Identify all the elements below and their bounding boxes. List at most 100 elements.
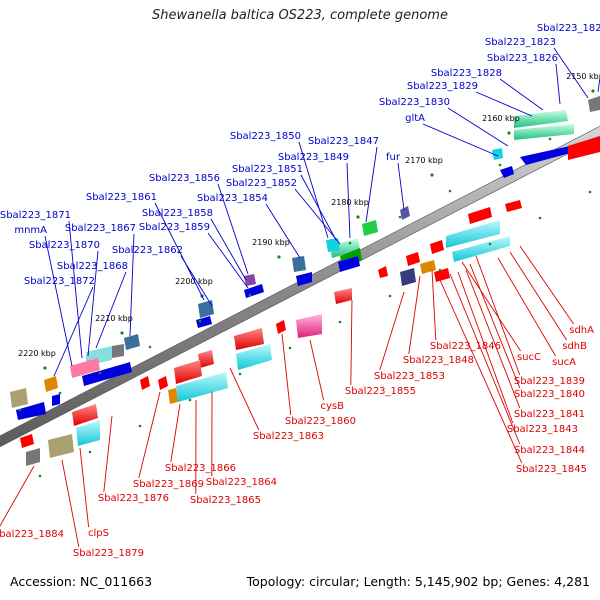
leader-line (129, 233, 135, 337)
leader-line (555, 63, 561, 105)
gene-label[interactable]: Sbal223_1862 (112, 245, 183, 256)
bottom-leader-lines (0, 245, 574, 548)
leader-line (439, 279, 523, 464)
gene-label[interactable]: Sbal223_1872 (24, 276, 95, 287)
gene-label[interactable]: Sbal223_1868 (57, 261, 128, 272)
gene-label[interactable]: Sbal223_1845 (516, 464, 587, 475)
leader-line (350, 299, 353, 386)
gene-label[interactable]: Sbal223_1840 (514, 389, 585, 400)
gene-label[interactable]: Sbal223_1847 (308, 136, 379, 147)
genome-backbone (0, 125, 600, 448)
gene-label[interactable]: Sbal223_1852 (226, 178, 297, 189)
genome-info-text: Topology: circular; Length: 5,145,902 bp… (246, 574, 590, 589)
gene-label[interactable]: Sbal223_1846 (430, 341, 501, 352)
scale-tick (591, 89, 595, 93)
gene-label[interactable]: Sbal223_1854 (197, 193, 268, 204)
gene-label[interactable]: Sbal223_1867 (65, 223, 136, 234)
leader-line (553, 47, 589, 99)
leader-line (154, 202, 205, 301)
leader-line (475, 255, 521, 376)
gene-label[interactable]: Sbal223_1860 (285, 416, 356, 427)
leader-line (87, 250, 99, 357)
accession-text: Accession: NC_011663 (10, 574, 153, 589)
gene-label[interactable]: Sbal223_1861 (86, 192, 157, 203)
gene-label[interactable]: Sbal223_1826 (487, 53, 558, 64)
gene-label[interactable]: Sbal223_1869 (133, 479, 204, 490)
leader-line (461, 261, 521, 352)
scale-tick (277, 255, 281, 259)
gene-label[interactable]: Sbal223_1864 (206, 477, 277, 488)
scale-label: 2180 kbp (331, 198, 369, 207)
gene-label[interactable]: Sbal223_1865 (190, 495, 261, 506)
leader-line (365, 146, 378, 223)
gene-label[interactable]: Sbal223_1830 (379, 97, 450, 108)
track-ticks (18, 137, 592, 478)
scale-tick (43, 366, 47, 370)
leader-line (210, 218, 247, 281)
gene-label[interactable]: Sbal223_1829 (407, 81, 478, 92)
gene-label[interactable]: Sbal223_1870 (29, 240, 100, 251)
gene-label[interactable]: Sbal223_1879 (73, 548, 144, 559)
gene-label[interactable]: Sbal223_1844 (514, 445, 585, 456)
gene-label[interactable]: Sbal223_1856 (149, 173, 220, 184)
leader-line (61, 459, 80, 548)
leader-line (422, 123, 499, 157)
leader-line (449, 273, 521, 445)
gene-label[interactable]: Sbal223_1822 (537, 23, 600, 34)
leader-line (519, 245, 574, 325)
leader-line (447, 107, 509, 147)
gene-label[interactable]: Sbal223_1871 (0, 210, 71, 221)
scale-label: 2210 kbp (95, 314, 133, 323)
gene-label[interactable]: Sbal223_1841 (514, 409, 585, 420)
leader-line (346, 162, 351, 239)
leader-line (300, 174, 337, 241)
gene-label[interactable]: gltA (405, 113, 425, 124)
leader-line (229, 367, 260, 431)
gene-label[interactable]: Sbal223_1866 (165, 463, 236, 474)
leader-line (408, 275, 421, 355)
leader-line (103, 415, 113, 493)
gene-label[interactable]: Sbal223_1843 (507, 424, 578, 435)
gene-label[interactable]: sdhA (569, 325, 594, 336)
gene-label[interactable]: Sbal223_1855 (345, 386, 416, 397)
scale-label: 2150 kbp (566, 72, 600, 81)
gene-label[interactable]: sucA (552, 357, 576, 368)
gene-label[interactable]: Sbal223_1839 (514, 376, 585, 387)
scale-tick (120, 331, 124, 335)
gene-label[interactable]: Sbal223_1858 (142, 208, 213, 219)
leader-line (0, 465, 35, 527)
scale-label: 2190 kbp (252, 238, 290, 247)
gene-label[interactable]: fur (386, 152, 401, 163)
gene-label[interactable]: Sbal223_1876 (98, 493, 169, 504)
leader-line (431, 269, 437, 341)
bottom-gene-labels: sdhA sdhB sucA sucC Sbal223_1839 Sbal223_1840… (0, 325, 594, 559)
leader-line (509, 251, 567, 341)
gene-label[interactable]: Sbal223_1849 (278, 152, 349, 163)
gene-label[interactable]: sdhB (562, 341, 587, 352)
gene-label[interactable]: Sbal223_1853 (374, 371, 445, 382)
scale-tick (356, 215, 360, 219)
leader-line (44, 235, 73, 367)
gene-label[interactable]: Sbal223_1884 (0, 529, 64, 540)
scale-labels: 2150 kbp 2160 kbp 2170 kbp 2180 kbp 2190 kbp… (18, 72, 600, 370)
leader-line (499, 78, 544, 111)
top-leader-lines (44, 47, 600, 377)
gene-label[interactable]: Sbal223_1823 (485, 37, 556, 48)
gene-label[interactable]: sucC (517, 352, 541, 363)
gene-label[interactable]: Sbal223_1850 (230, 131, 301, 142)
gene-label[interactable]: Sbal223_1848 (403, 355, 474, 366)
gene-label[interactable]: mnmA (14, 225, 47, 236)
gene-label[interactable]: Sbal223_1859 (139, 222, 210, 233)
gene-label[interactable]: Sbal223_1851 (232, 164, 303, 175)
gene-label[interactable]: Sbal223_1863 (253, 431, 324, 442)
leader-line (95, 271, 127, 349)
scale-label: 2170 kbp (405, 156, 443, 165)
gene-label[interactable]: clpS (88, 528, 109, 539)
gene-label[interactable]: cysB (321, 401, 345, 412)
gene-features (10, 96, 600, 466)
leader-line (397, 162, 405, 211)
gene-label[interactable]: Sbal223_1828 (431, 68, 502, 79)
leader-line (379, 291, 405, 371)
